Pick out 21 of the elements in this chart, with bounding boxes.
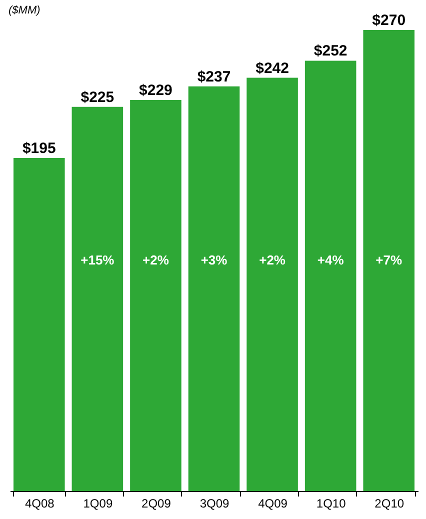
y-axis-title: ($MM) (8, 4, 41, 16)
annotation: +4% (317, 252, 344, 268)
x-tick-label: 2Q09 (142, 496, 172, 510)
annotation: +2% (142, 252, 170, 268)
annotation: +2% (259, 252, 286, 268)
annotation: +7% (376, 252, 402, 268)
data-label: $229 (139, 82, 172, 100)
data-label: $237 (197, 68, 231, 86)
annotation: +15% (80, 252, 115, 268)
annotation: +3% (200, 252, 228, 268)
data-label: $270 (372, 12, 406, 29)
x-tick-label: 4Q08 (24, 496, 55, 510)
x-tick-label: 1Q09 (83, 496, 113, 510)
x-tick-label: 3Q09 (200, 496, 230, 510)
x-tick-label: 4Q09 (258, 496, 288, 510)
data-label: $195 (22, 140, 56, 158)
data-label: $225 (80, 88, 114, 106)
x-tick-label: 1Q10 (316, 496, 346, 510)
data-label: $242 (256, 60, 289, 77)
data-label: $252 (314, 42, 348, 60)
x-tick-label: 2Q10 (374, 496, 404, 510)
